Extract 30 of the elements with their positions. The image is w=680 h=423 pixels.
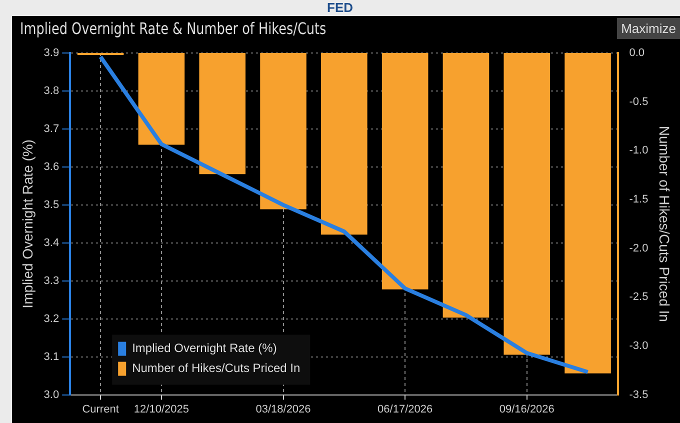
legend-label: Implied Overnight Rate (%) [132, 341, 277, 356]
x-tick-label: 09/16/2026 [499, 403, 554, 416]
y2-tick-label: -3.0 [629, 340, 648, 352]
y2-tick-label: -2.5 [629, 291, 648, 304]
legend-label: Number of Hikes/Cuts Priced In [132, 361, 300, 376]
x-tick-label: 03/18/2026 [256, 403, 311, 416]
y2-tick-label: -0.5 [629, 96, 648, 108]
y-tick-label: 3.6 [44, 160, 60, 173]
y-tick-label: 3.9 [44, 47, 60, 60]
y-tick-label: 3.0 [44, 388, 60, 401]
y-axis-title: Implied Overnight Rate (%) [19, 139, 36, 308]
y2-tick-label: 0.0 [629, 47, 645, 60]
y-tick-label: 3.8 [44, 85, 60, 98]
y2-tick-label: -2.0 [629, 242, 648, 254]
chart-title: FED [326, 0, 354, 15]
y2-axis-title: Number of Hikes/Cuts Priced In [656, 126, 673, 322]
y-tick-label: 3.4 [44, 236, 60, 249]
y2-tick-label: -1.0 [629, 144, 648, 157]
text: Maximize [617, 18, 680, 39]
x-tick-label: 12/10/2025 [134, 403, 189, 416]
y-tick-label: 3.3 [44, 274, 60, 287]
y-tick-label: 3.2 [44, 312, 60, 325]
y-tick-label: 3.7 [44, 122, 60, 135]
x-tick-label: Current [82, 403, 119, 416]
y2-tick-label: -1.5 [629, 194, 648, 206]
y2-tick-label: -3.5 [629, 388, 648, 401]
y-tick-label: 3.5 [44, 198, 60, 211]
x-tick-label: 06/17/2026 [378, 403, 433, 416]
y-tick-label: 3.1 [44, 350, 60, 363]
chart-subtitle: Implied Overnight Rate & Number of Hikes/Cuts [20, 19, 326, 38]
